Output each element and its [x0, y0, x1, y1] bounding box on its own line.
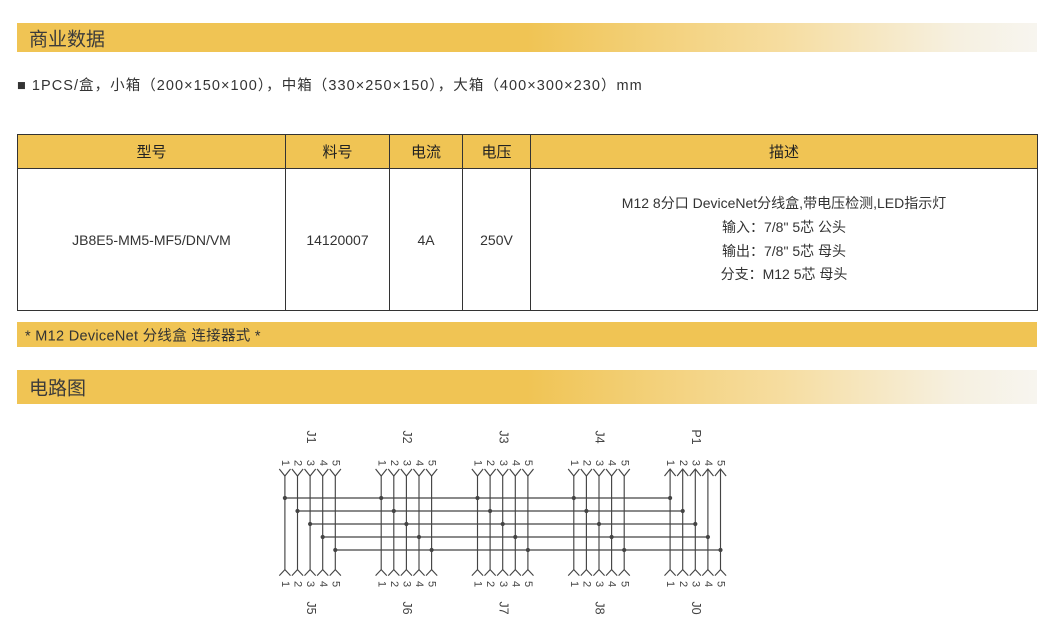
- svg-text:5: 5: [426, 581, 438, 587]
- svg-text:5: 5: [329, 460, 341, 466]
- svg-text:4: 4: [702, 460, 714, 466]
- svg-text:5: 5: [426, 460, 438, 466]
- svg-text:3: 3: [304, 460, 316, 466]
- svg-text:4: 4: [606, 460, 618, 466]
- svg-text:3: 3: [689, 460, 701, 466]
- svg-text:5: 5: [715, 581, 727, 587]
- svg-text:4: 4: [317, 581, 329, 587]
- svg-text:J2: J2: [400, 430, 414, 443]
- svg-text:J8: J8: [593, 601, 607, 614]
- svg-text:1: 1: [279, 460, 291, 466]
- svg-text:1: 1: [472, 581, 484, 587]
- svg-text:3: 3: [593, 460, 605, 466]
- svg-text:1: 1: [568, 581, 580, 587]
- svg-text:J0: J0: [689, 601, 703, 614]
- svg-text:1: 1: [375, 460, 387, 466]
- svg-text:4: 4: [702, 581, 714, 587]
- svg-text:4: 4: [606, 581, 618, 587]
- svg-text:J5: J5: [304, 601, 318, 614]
- svg-text:J7: J7: [496, 601, 510, 614]
- svg-text:2: 2: [677, 581, 689, 587]
- svg-text:3: 3: [689, 581, 701, 587]
- svg-text:1: 1: [375, 581, 387, 587]
- svg-text:5: 5: [715, 460, 727, 466]
- svg-text:1: 1: [664, 581, 676, 587]
- svg-text:5: 5: [522, 460, 534, 466]
- svg-text:4: 4: [413, 581, 425, 587]
- svg-text:3: 3: [593, 581, 605, 587]
- svg-text:4: 4: [413, 460, 425, 466]
- svg-text:2: 2: [292, 460, 304, 466]
- svg-text:4: 4: [317, 460, 329, 466]
- svg-text:2: 2: [484, 581, 496, 587]
- svg-text:2: 2: [677, 460, 689, 466]
- svg-text:J3: J3: [496, 430, 510, 443]
- svg-text:1: 1: [472, 460, 484, 466]
- svg-text:1: 1: [664, 460, 676, 466]
- svg-text:3: 3: [400, 460, 412, 466]
- svg-text:J4: J4: [593, 430, 607, 443]
- svg-text:P1: P1: [689, 429, 703, 444]
- svg-text:2: 2: [388, 460, 400, 466]
- svg-text:4: 4: [509, 581, 521, 587]
- svg-text:5: 5: [522, 581, 534, 587]
- svg-text:3: 3: [497, 581, 509, 587]
- svg-text:3: 3: [304, 581, 316, 587]
- svg-text:J1: J1: [304, 430, 318, 443]
- svg-text:3: 3: [400, 581, 412, 587]
- svg-text:3: 3: [497, 460, 509, 466]
- svg-text:1: 1: [568, 460, 580, 466]
- svg-text:5: 5: [618, 581, 630, 587]
- svg-text:J6: J6: [400, 601, 414, 614]
- svg-text:5: 5: [618, 460, 630, 466]
- svg-text:2: 2: [388, 581, 400, 587]
- svg-text:2: 2: [580, 460, 592, 466]
- svg-text:2: 2: [580, 581, 592, 587]
- svg-text:1: 1: [279, 581, 291, 587]
- svg-text:2: 2: [292, 581, 304, 587]
- svg-text:5: 5: [329, 581, 341, 587]
- svg-text:4: 4: [509, 460, 521, 466]
- svg-text:2: 2: [484, 460, 496, 466]
